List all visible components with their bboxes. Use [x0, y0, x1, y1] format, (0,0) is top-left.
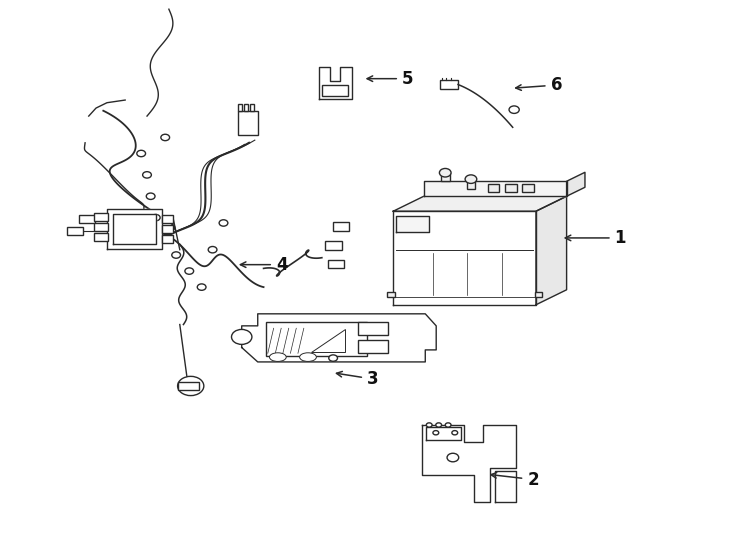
Bar — [358, 340, 388, 353]
Circle shape — [447, 453, 459, 462]
Text: 6: 6 — [516, 76, 562, 94]
Bar — [238, 111, 258, 135]
Circle shape — [452, 430, 458, 435]
Bar — [333, 222, 349, 231]
Bar — [505, 184, 517, 192]
Circle shape — [426, 423, 432, 427]
Circle shape — [446, 423, 451, 427]
Polygon shape — [426, 427, 462, 441]
Bar — [94, 233, 109, 241]
Bar — [325, 241, 341, 249]
Circle shape — [433, 430, 439, 435]
Circle shape — [137, 150, 145, 157]
Circle shape — [161, 134, 170, 140]
Bar — [322, 85, 349, 96]
Circle shape — [329, 355, 338, 361]
Circle shape — [509, 106, 519, 113]
Polygon shape — [421, 425, 516, 503]
Circle shape — [185, 268, 194, 274]
Bar — [523, 184, 534, 192]
Polygon shape — [393, 196, 567, 211]
Bar — [440, 80, 458, 89]
Bar — [67, 227, 83, 234]
Polygon shape — [567, 172, 585, 196]
Circle shape — [208, 246, 217, 253]
Text: 5: 5 — [367, 70, 413, 87]
Bar — [266, 321, 367, 356]
Bar — [94, 213, 109, 220]
Circle shape — [142, 172, 151, 178]
Circle shape — [178, 376, 204, 396]
Bar — [327, 260, 344, 268]
Bar — [238, 104, 242, 111]
Polygon shape — [393, 211, 536, 305]
Bar — [161, 235, 173, 242]
Text: 2: 2 — [491, 470, 539, 489]
Polygon shape — [311, 329, 345, 352]
Bar — [488, 184, 500, 192]
Bar — [441, 173, 449, 181]
Circle shape — [436, 423, 442, 427]
Ellipse shape — [269, 353, 286, 361]
Circle shape — [219, 220, 228, 226]
Bar — [388, 292, 395, 297]
Circle shape — [231, 329, 252, 345]
Bar — [79, 215, 95, 222]
Bar — [94, 223, 109, 231]
Polygon shape — [536, 196, 567, 305]
Polygon shape — [495, 471, 516, 503]
Text: 3: 3 — [336, 370, 379, 388]
Polygon shape — [396, 216, 429, 232]
Bar — [244, 104, 248, 111]
Circle shape — [197, 284, 206, 291]
Bar — [358, 322, 388, 335]
Polygon shape — [319, 67, 352, 99]
Circle shape — [440, 168, 451, 177]
Bar — [161, 215, 173, 222]
Circle shape — [151, 214, 160, 221]
Bar — [178, 382, 200, 390]
Bar — [250, 104, 254, 111]
Circle shape — [172, 252, 181, 258]
Text: 4: 4 — [240, 255, 288, 274]
Ellipse shape — [299, 353, 316, 361]
Polygon shape — [424, 181, 567, 196]
Bar — [161, 225, 173, 233]
Bar — [534, 292, 542, 297]
Text: 1: 1 — [565, 229, 626, 247]
Circle shape — [146, 193, 155, 199]
Polygon shape — [107, 208, 161, 248]
Polygon shape — [241, 314, 436, 362]
Bar — [467, 179, 475, 189]
Circle shape — [465, 175, 477, 184]
Polygon shape — [113, 214, 156, 244]
